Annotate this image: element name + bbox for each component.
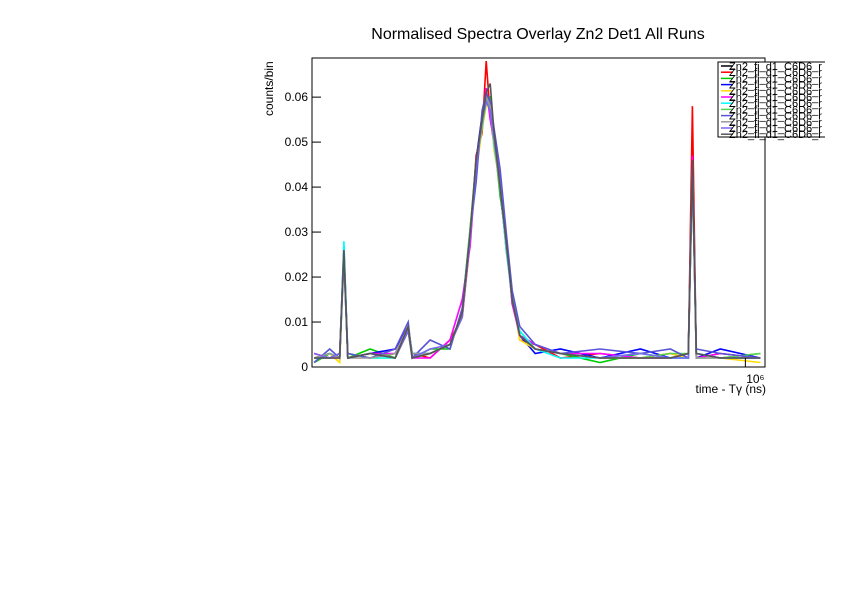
legend-label: Zn2_fi_d1_C6D6_r <box>729 123 822 135</box>
y-axis-label: counts/bin <box>262 61 276 116</box>
legend-label: Zn2_fi_d1_C6D6_r <box>729 67 822 79</box>
legend-label: Zn2_fi_d1_C6D6_r <box>729 80 822 92</box>
x-tick-label: 10⁶ <box>746 372 764 386</box>
legend-label: Zn2_fi_d1_C6D6_r <box>729 98 822 110</box>
legend-label: Zn2_fi_d1_C6D6_r <box>729 129 822 141</box>
series-line <box>314 83 761 359</box>
legend-label: Zn2_fi_d1_C6D6_r <box>729 86 822 98</box>
legend-label: Zn2_fi_d1_C6D6_r <box>729 92 822 104</box>
plot-frame <box>311 57 766 368</box>
legend-label: Zn2_fi_d1_C6D6_r <box>729 73 822 85</box>
y-tick-label: 0.03 <box>285 225 309 239</box>
x-axis-label: time - Tγ (ns) <box>696 382 766 396</box>
legend-label: Zn2_fi_d1_C6D6_r <box>729 61 822 73</box>
chart-title: Normalised Spectra Overlay Zn2 Det1 All … <box>371 26 704 43</box>
y-tick-label: 0.02 <box>285 270 309 284</box>
y-tick-label: 0.05 <box>285 135 309 149</box>
y-tick-label: 0.01 <box>285 315 309 329</box>
legend-label: Zn2_fi_d1_C6D6_r <box>729 111 822 123</box>
legend-label: Zn2_fi_d1_C6D6_r <box>729 104 822 116</box>
y-tick-label: 0.04 <box>285 180 309 194</box>
legend-label: Zn2_fi_d1_C6D6_r <box>729 117 822 129</box>
legend-box <box>717 61 825 138</box>
y-tick-label: 0.06 <box>285 90 309 104</box>
y-tick-label: 0 <box>301 360 308 374</box>
